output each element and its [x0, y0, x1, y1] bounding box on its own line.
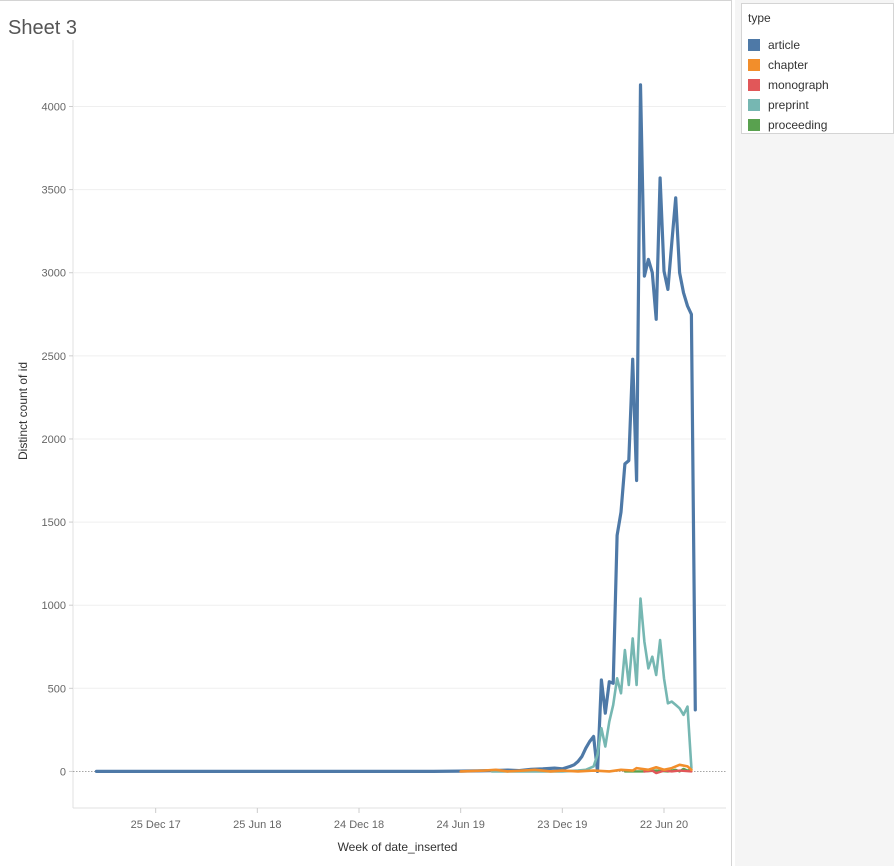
- x-tick-label: 22 Jun 20: [640, 819, 688, 831]
- y-tick-label: 0: [60, 766, 66, 778]
- series-line-article: [94, 83, 697, 773]
- side-pane: [735, 0, 894, 866]
- series-line-monograph: [643, 769, 693, 775]
- legend-card: type article chapter monograph preprint …: [741, 3, 894, 134]
- line-chart[interactable]: 0 500 1000 1500 2000 2500 3000 3500 4000 25 Dec 1…: [0, 0, 732, 866]
- legend-label: monograph: [768, 78, 829, 92]
- sheet-panel: Sheet 3: [0, 0, 732, 866]
- legend-swatch-article: [748, 39, 760, 51]
- legend-item-chapter[interactable]: chapter: [746, 56, 891, 74]
- y-tick-label: 3000: [42, 268, 66, 280]
- y-tick-label: 2000: [42, 434, 66, 446]
- x-tick-label: 23 Dec 19: [537, 819, 587, 831]
- legend-label: article: [768, 38, 801, 52]
- legend-label: preprint: [768, 98, 809, 112]
- x-tick-label: 25 Jun 18: [233, 819, 281, 831]
- legend-swatch-monograph: [748, 79, 760, 91]
- x-tick-label: 24 Jun 19: [437, 819, 485, 831]
- series-line-preprint: [490, 597, 693, 773]
- legend-item-monograph[interactable]: monograph: [746, 76, 891, 94]
- y-tick-label: 1500: [42, 517, 66, 529]
- series-line-chapter: [459, 763, 693, 773]
- legend-swatch-chapter: [748, 59, 760, 71]
- y-axis-title: Distinct count of id: [16, 362, 30, 460]
- x-tick-label: 24 Dec 18: [334, 819, 384, 831]
- legend-item-preprint[interactable]: preprint: [746, 96, 891, 114]
- y-tick-label: 4000: [42, 101, 66, 113]
- y-tick-label: 500: [48, 683, 66, 695]
- x-axis-title: Week of date_inserted: [338, 840, 458, 854]
- legend-title: type: [748, 11, 771, 25]
- y-tick-label: 1000: [42, 600, 66, 612]
- legend-swatch-preprint: [748, 99, 760, 111]
- legend-item-proceeding[interactable]: proceeding: [746, 116, 891, 134]
- legend-label: proceeding: [768, 118, 828, 132]
- legend-item-article[interactable]: article: [746, 36, 891, 54]
- x-tick-label: 25 Dec 17: [131, 819, 181, 831]
- y-tick-label: 3500: [42, 185, 66, 197]
- legend-swatch-proceeding: [748, 119, 760, 131]
- legend-label: chapter: [768, 58, 809, 72]
- y-tick-label: 2500: [42, 351, 66, 363]
- sheet-title: Sheet 3: [8, 17, 77, 39]
